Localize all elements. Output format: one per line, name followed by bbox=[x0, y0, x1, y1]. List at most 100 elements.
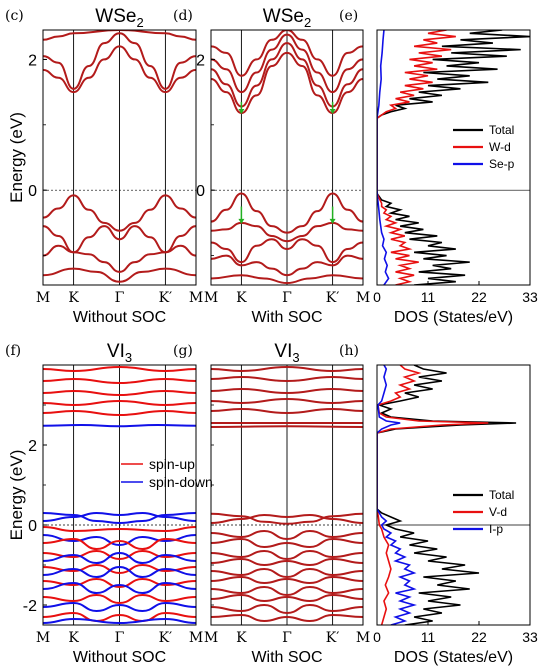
x-tick-label: 33 bbox=[522, 289, 538, 305]
panel-frame bbox=[376, 364, 531, 626]
x-tick-label: 22 bbox=[471, 629, 487, 645]
panel-title-main: VI bbox=[274, 341, 292, 362]
legend-label-spin-up: spin-up bbox=[149, 456, 195, 472]
band-3 bbox=[211, 30, 363, 77]
band-8 bbox=[211, 274, 363, 285]
panel-g: M K Γ K′ M With SOC (g) VI3 bbox=[173, 341, 370, 666]
kpoint-label: K′ bbox=[159, 630, 173, 646]
band-13 bbox=[43, 563, 196, 575]
panel-frame bbox=[210, 29, 364, 286]
plot-area-d bbox=[211, 30, 363, 285]
panel-title: VI3 bbox=[107, 341, 132, 365]
band-0 bbox=[43, 45, 196, 94]
kpoint-label: K bbox=[68, 290, 79, 306]
transition-arrowhead-3 bbox=[329, 218, 336, 224]
band-20 bbox=[43, 617, 196, 625]
dos-total bbox=[377, 365, 517, 625]
panel-title-main: WSe bbox=[263, 6, 304, 27]
band-15 bbox=[43, 577, 196, 589]
band-0 bbox=[43, 365, 196, 373]
x-axis-label: DOS (States/eV) bbox=[394, 309, 513, 326]
legend-label-total: Total bbox=[489, 488, 514, 502]
band-6 bbox=[43, 267, 196, 283]
band-15 bbox=[211, 585, 363, 597]
band-17 bbox=[211, 603, 363, 615]
kpoint-label: K′ bbox=[326, 630, 340, 646]
band-16 bbox=[43, 581, 196, 595]
x-tick-label: 33 bbox=[522, 629, 538, 645]
plot-area-e bbox=[377, 30, 530, 285]
y-tick-label: 0 bbox=[28, 518, 37, 535]
band-16 bbox=[211, 593, 363, 603]
kpoint-label: K′ bbox=[159, 290, 173, 306]
kpoint-label: M bbox=[356, 630, 370, 646]
band-3 bbox=[43, 194, 196, 232]
y-axis-label: Energy (eV) bbox=[7, 112, 26, 203]
x-tick-label: 11 bbox=[421, 629, 436, 645]
band-4 bbox=[43, 225, 196, 254]
kpoint-label: Γ bbox=[282, 290, 292, 306]
panel-label: (f) bbox=[5, 343, 21, 359]
y-tick-label: -2 bbox=[23, 598, 37, 615]
x-axis-label: DOS (States/eV) bbox=[394, 649, 513, 666]
y-tick-label: 0 bbox=[28, 183, 37, 200]
band-5 bbox=[43, 423, 196, 428]
band-7 bbox=[211, 254, 363, 277]
dos-w-d bbox=[377, 30, 456, 285]
transition-arrowhead-1 bbox=[329, 109, 336, 115]
kpoint-label: K′ bbox=[326, 290, 340, 306]
y-tick-label: 2 bbox=[28, 52, 37, 69]
x-tick-label: 0 bbox=[373, 289, 381, 305]
legend-label-v-d: V-d bbox=[489, 505, 507, 519]
band-9 bbox=[211, 529, 363, 541]
band-4 bbox=[43, 409, 196, 417]
band-5 bbox=[43, 244, 196, 273]
band-19 bbox=[43, 611, 196, 623]
band-2 bbox=[211, 33, 363, 94]
band-7 bbox=[43, 511, 196, 522]
band-11 bbox=[211, 549, 363, 561]
kpoint-label: M bbox=[204, 290, 218, 306]
x-tick-label: 22 bbox=[471, 289, 487, 305]
panel-label: (e) bbox=[339, 8, 358, 24]
kpoint-label: K bbox=[236, 290, 247, 306]
panel-title: WSe2 bbox=[95, 6, 143, 30]
band-6 bbox=[43, 512, 196, 525]
panel-title: VI3 bbox=[274, 341, 299, 365]
panel-subtitle: Without SOC bbox=[73, 309, 166, 326]
band-1 bbox=[211, 42, 363, 108]
band-13 bbox=[211, 567, 363, 579]
band-3 bbox=[211, 397, 363, 405]
band-12 bbox=[211, 557, 363, 567]
x-tick-label: 11 bbox=[421, 289, 436, 305]
band-2 bbox=[43, 30, 196, 41]
legend-label-w-d: W-d bbox=[489, 140, 511, 154]
plot-area-f bbox=[43, 365, 196, 625]
panel-label: (h) bbox=[339, 343, 359, 359]
panel-label: (d) bbox=[173, 8, 193, 24]
kpoint-label: Γ bbox=[115, 290, 125, 306]
plot-area-c bbox=[43, 30, 196, 285]
band-1 bbox=[211, 375, 363, 383]
legend-label-i-p: I-p bbox=[489, 522, 503, 536]
band-9 bbox=[43, 534, 196, 547]
kpoint-label: M bbox=[356, 290, 370, 306]
plot-area-h bbox=[377, 365, 530, 625]
transition-arrowhead-0 bbox=[238, 109, 245, 115]
band-14 bbox=[211, 575, 363, 585]
panel-frame bbox=[42, 364, 197, 626]
x-tick-label: 0 bbox=[373, 629, 381, 645]
band-12 bbox=[43, 551, 196, 565]
band-7 bbox=[211, 512, 363, 525]
kpoint-label: K bbox=[236, 630, 247, 646]
band-4 bbox=[211, 407, 363, 415]
band-3 bbox=[43, 399, 196, 407]
panel-title-subscript: 2 bbox=[304, 15, 311, 30]
panel-subtitle: With SOC bbox=[251, 649, 322, 666]
panel-title-subscript: 3 bbox=[125, 350, 132, 365]
dos-i-p bbox=[377, 365, 417, 625]
y-axis-label: Energy (eV) bbox=[7, 450, 26, 541]
panel-e: 0 11 22 33 DOS (States/eV) Total W-d Se-p (e) bbox=[339, 8, 538, 326]
